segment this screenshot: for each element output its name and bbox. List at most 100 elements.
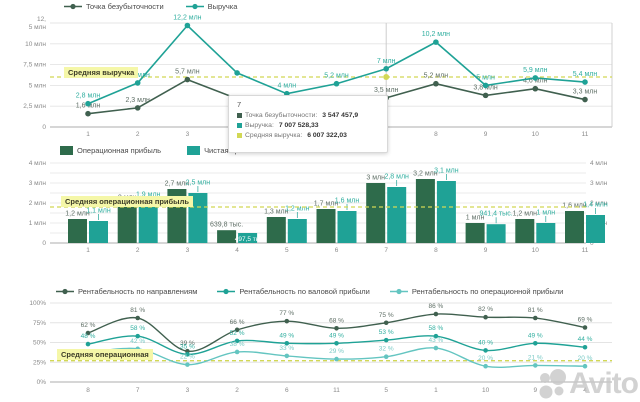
legend-item[interactable]: Рентабельность по операционной прибыли <box>389 287 563 296</box>
bar[interactable] <box>138 205 158 243</box>
chart-text: 639,8 тыс. <box>210 222 243 229</box>
data-point[interactable] <box>582 344 588 350</box>
data-point[interactable] <box>234 70 240 76</box>
data-point[interactable] <box>85 110 91 117</box>
data-point[interactable] <box>532 85 539 92</box>
data-point[interactable] <box>383 354 389 360</box>
data-point[interactable] <box>582 96 588 103</box>
chart-text: 5 млн <box>476 74 495 81</box>
chart-text: 2 <box>136 131 140 138</box>
data-point[interactable] <box>85 100 91 107</box>
bar[interactable] <box>415 179 435 243</box>
chart-text: 53 % <box>379 329 394 336</box>
data-point[interactable] <box>582 79 588 85</box>
legend-item[interactable]: Операционная прибыль <box>60 146 161 155</box>
bar[interactable] <box>565 211 584 243</box>
data-point[interactable] <box>533 363 538 368</box>
bar[interactable] <box>217 230 237 243</box>
data-point[interactable] <box>483 314 488 320</box>
chart-text: 66 % <box>230 319 245 326</box>
bar[interactable] <box>287 219 307 243</box>
bar[interactable] <box>436 181 456 243</box>
data-point[interactable] <box>482 92 489 99</box>
data-point[interactable] <box>483 348 488 353</box>
chart-text: 10 <box>532 247 540 254</box>
average-operating-margin-label: Средняя операционная <box>57 349 153 360</box>
data-point[interactable] <box>185 348 190 354</box>
data-point[interactable] <box>234 338 240 344</box>
bar[interactable] <box>188 193 208 243</box>
data-point[interactable] <box>582 325 588 330</box>
bar[interactable] <box>586 215 605 243</box>
data-point[interactable] <box>234 327 240 333</box>
chart-text: 2 <box>136 247 140 254</box>
chart-text: 5,2 млн <box>424 73 449 80</box>
data-point[interactable] <box>185 362 190 367</box>
chart-text: 49 % <box>279 332 294 339</box>
legend-line-marker-icon <box>217 288 236 295</box>
data-point[interactable] <box>85 330 91 336</box>
chart-text: 12,2 млн <box>173 14 201 21</box>
data-point[interactable] <box>185 352 190 357</box>
data-point[interactable] <box>383 337 389 343</box>
data-point[interactable] <box>334 340 339 346</box>
data-point[interactable] <box>582 363 588 369</box>
data-point[interactable] <box>334 325 339 331</box>
data-point[interactable] <box>532 75 539 81</box>
data-point[interactable] <box>433 311 439 317</box>
legend-item[interactable]: Рентабельность по направлениям <box>56 287 197 296</box>
chart-text: 3 <box>186 247 190 254</box>
data-point[interactable] <box>433 345 439 351</box>
data-point[interactable] <box>184 76 191 83</box>
data-point[interactable] <box>433 39 439 45</box>
data-point[interactable] <box>134 80 141 86</box>
watermark-text: Avito <box>569 367 639 400</box>
data-point[interactable] <box>383 65 390 72</box>
data-point[interactable] <box>482 82 489 89</box>
chart-text: 9 <box>484 131 488 138</box>
data-point[interactable] <box>184 22 191 29</box>
data-point[interactable] <box>333 80 340 87</box>
bar[interactable] <box>266 217 286 243</box>
data-point[interactable] <box>134 105 141 111</box>
chart-text: 8 <box>86 387 90 394</box>
bar[interactable] <box>337 211 357 243</box>
chart-text: 1,9 млн <box>136 192 161 199</box>
data-point[interactable] <box>533 340 538 346</box>
data-point[interactable] <box>284 353 290 359</box>
chart-text: 2,5 млн <box>23 103 46 110</box>
bar[interactable] <box>486 224 506 243</box>
average-hover-point[interactable] <box>383 73 390 80</box>
legend-item[interactable]: Рентабельность по валовой прибыли <box>217 287 370 296</box>
data-point[interactable] <box>234 349 240 355</box>
legend-label: Рентабельность по валовой прибыли <box>239 287 370 296</box>
bar[interactable] <box>465 223 485 243</box>
chart-text: 2 <box>235 387 239 394</box>
data-point[interactable] <box>284 340 290 346</box>
data-point[interactable] <box>135 333 140 339</box>
data-point[interactable] <box>483 363 488 369</box>
bar[interactable] <box>387 187 407 243</box>
chart-text: 100% <box>29 300 46 307</box>
bar[interactable] <box>316 209 336 243</box>
bar[interactable] <box>238 233 258 243</box>
data-point[interactable] <box>383 320 389 326</box>
bar[interactable] <box>117 203 137 243</box>
chart-text: 9 <box>484 247 488 254</box>
data-point[interactable] <box>533 315 538 321</box>
data-point[interactable] <box>433 80 439 87</box>
data-point[interactable] <box>135 315 140 321</box>
data-point[interactable] <box>85 341 91 347</box>
data-point[interactable] <box>433 333 439 339</box>
bar[interactable] <box>515 219 535 243</box>
bar[interactable] <box>536 223 556 243</box>
bar[interactable] <box>68 219 87 243</box>
legend-label: Операционная прибыль <box>77 146 162 155</box>
data-point[interactable] <box>334 356 339 362</box>
bar[interactable] <box>89 221 108 243</box>
legend-item[interactable]: Точка безубыточности <box>64 2 164 11</box>
legend-item[interactable]: Выручка <box>185 2 237 11</box>
bar[interactable] <box>366 183 386 243</box>
data-point[interactable] <box>284 318 290 324</box>
